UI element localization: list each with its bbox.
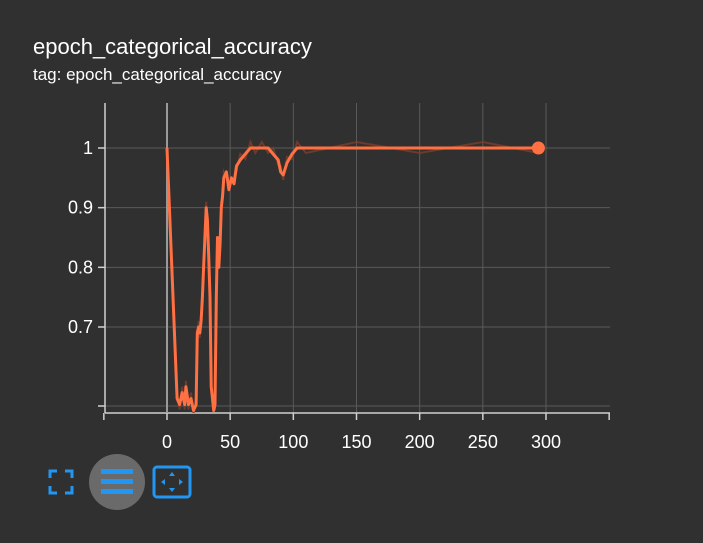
toggle-log-scale-button[interactable] [89,454,145,510]
y-tick-label: 1 [83,138,93,158]
fullscreen-icon [48,469,74,495]
series-end-point [531,141,545,155]
x-tick-label: 150 [341,432,371,452]
toggle-log-scale-icon [101,469,133,494]
x-tick-label: 100 [278,432,308,452]
x-tick-label: 50 [220,432,240,452]
y-tick-label: 0.7 [68,317,93,337]
tick-labels: 0 50 100 150 200 250 300 0.7 0.8 0.9 1 [68,138,561,452]
fit-domain-button[interactable] [152,464,192,500]
chart-title: epoch_categorical_accuracy [33,34,312,59]
fullscreen-button[interactable] [44,465,78,499]
grid-lines [105,103,610,413]
x-tick-label: 0 [162,432,172,452]
x-tick-label: 250 [468,432,498,452]
series-layer [165,139,545,413]
series-line [165,146,539,412]
fit-domain-icon [152,465,192,499]
x-tick-label: 200 [405,432,435,452]
chart-tag: tag: epoch_categorical_accuracy [33,65,282,84]
y-tick-label: 0.9 [68,198,93,218]
y-tick-label: 0.8 [68,257,93,277]
x-tick-label: 300 [531,432,561,452]
